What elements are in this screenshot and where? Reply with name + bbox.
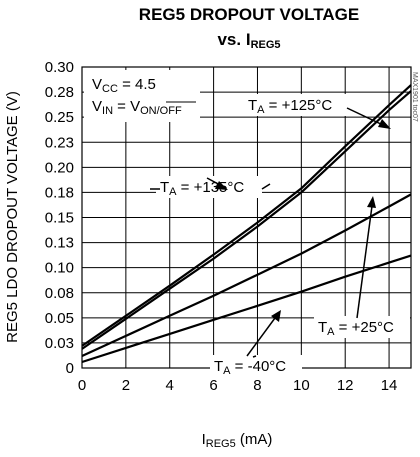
y-tick-label: 0: [66, 360, 74, 377]
x-tick-label: 10: [293, 377, 310, 394]
label-bg-m40: [210, 355, 302, 377]
vin-v: V: [92, 98, 102, 115]
annotation-arrows: [150, 107, 391, 358]
y-tick-label: 0.18: [45, 184, 74, 201]
x-axis-title-unit: (mA): [236, 431, 273, 448]
label-125c-t: T: [248, 97, 257, 114]
label-bg-125: [244, 94, 348, 116]
y-axis-title: REG5 LDO DROPOUT VOLTAGE (V): [4, 91, 21, 343]
label-25c-value: = +25°C: [335, 319, 395, 336]
y-tick-label: 0.08: [45, 285, 74, 302]
label-25c: TA = +25°C: [318, 319, 394, 338]
chart-title: REG5 DROPOUT VOLTAGE: [139, 5, 359, 24]
y-tick-label: 0.10: [45, 260, 74, 277]
grid: [81, 66, 411, 369]
label-135c-t: T: [160, 179, 169, 196]
vcc-condition: VCC = 4.5: [92, 76, 156, 95]
series-lines: [81, 84, 412, 364]
label-bg-25: [314, 316, 410, 338]
chart-subtitle-sub: REG5: [251, 39, 281, 51]
y-tick-label: 0.13: [45, 235, 74, 252]
x-tick-label: 4: [166, 377, 174, 394]
y-tick-label: 0.03: [45, 335, 74, 352]
label-125c-sub: A: [257, 104, 265, 116]
leader-minus40c: [252, 355, 257, 358]
x-tick-label: 2: [122, 377, 130, 394]
series-line-0: [81, 84, 412, 347]
label-minus40c-sub: A: [223, 365, 231, 377]
figure-id: MAX1901 toc07: [411, 72, 418, 122]
vin-sub2: ON/OFF: [140, 105, 182, 117]
chart-subtitle-main: vs. I: [217, 30, 250, 49]
series-line-1: [81, 90, 412, 350]
x-tick-label: 12: [337, 377, 354, 394]
label-25c-sub: A: [327, 326, 335, 338]
arrowhead-minus40c: [271, 310, 281, 322]
y-tick-label: 0.30: [45, 59, 74, 76]
x-tick-label: 14: [381, 377, 398, 394]
label-135c-value: = +135°C: [177, 179, 245, 196]
arrow-25c: [356, 205, 373, 319]
y-tick-label: 0.20: [45, 159, 74, 176]
vin-eq: = V: [113, 98, 140, 115]
vin-condition: VIN = VON/OFF: [92, 98, 182, 117]
y-tick-label: 0.23: [45, 134, 74, 151]
label-25c-t: T: [318, 319, 327, 336]
x-tick-label: 8: [253, 377, 261, 394]
arrowhead-25c: [367, 196, 376, 208]
label-135c-sub: A: [169, 186, 177, 198]
label-minus40c-t: T: [214, 358, 223, 375]
x-tick-label: 6: [209, 377, 217, 394]
series-line-3: [81, 254, 412, 364]
x-tick-label: 0: [78, 377, 86, 394]
label-minus40c: TA = -40°C: [214, 358, 286, 377]
label-bg-135: [156, 176, 262, 198]
arrow-135c: [261, 183, 271, 190]
arrowhead-125c: [378, 119, 391, 129]
conditions-box: [84, 70, 200, 122]
arrow-125c: [346, 107, 384, 126]
label-minus40c-value: = -40°C: [231, 358, 287, 375]
y-tick-label: 0.05: [45, 310, 74, 327]
vcc-value: = 4.5: [118, 76, 156, 93]
vcc-v: V: [92, 76, 102, 93]
chart-subtitle: vs. IREG5: [217, 30, 280, 51]
vin-sub: IN: [102, 105, 113, 117]
y-tick-label: 0.15: [45, 210, 74, 227]
arrow-minus40c: [246, 317, 276, 357]
x-axis-title-i: I: [202, 431, 206, 448]
label-125c: TA = +125°C: [248, 97, 332, 116]
y-tick-label: 0.28: [45, 84, 74, 101]
x-axis-title-sub: REG5: [206, 438, 236, 450]
arrowhead-135c: [215, 181, 228, 190]
y-tick-label: 0.25: [45, 109, 74, 126]
label-135c: TA = +135°C: [160, 179, 244, 198]
series-line-2: [81, 193, 412, 358]
x-axis-title: IREG5 (mA): [202, 431, 273, 450]
tick-labels: 0 2 4 6 8 10 12 14 0 0.03 0.05 0.08 0.10 0.13 0.15 0.18…: [45, 59, 398, 394]
vcc-sub: CC: [102, 83, 118, 95]
label-125c-value: = +125°C: [265, 97, 333, 114]
